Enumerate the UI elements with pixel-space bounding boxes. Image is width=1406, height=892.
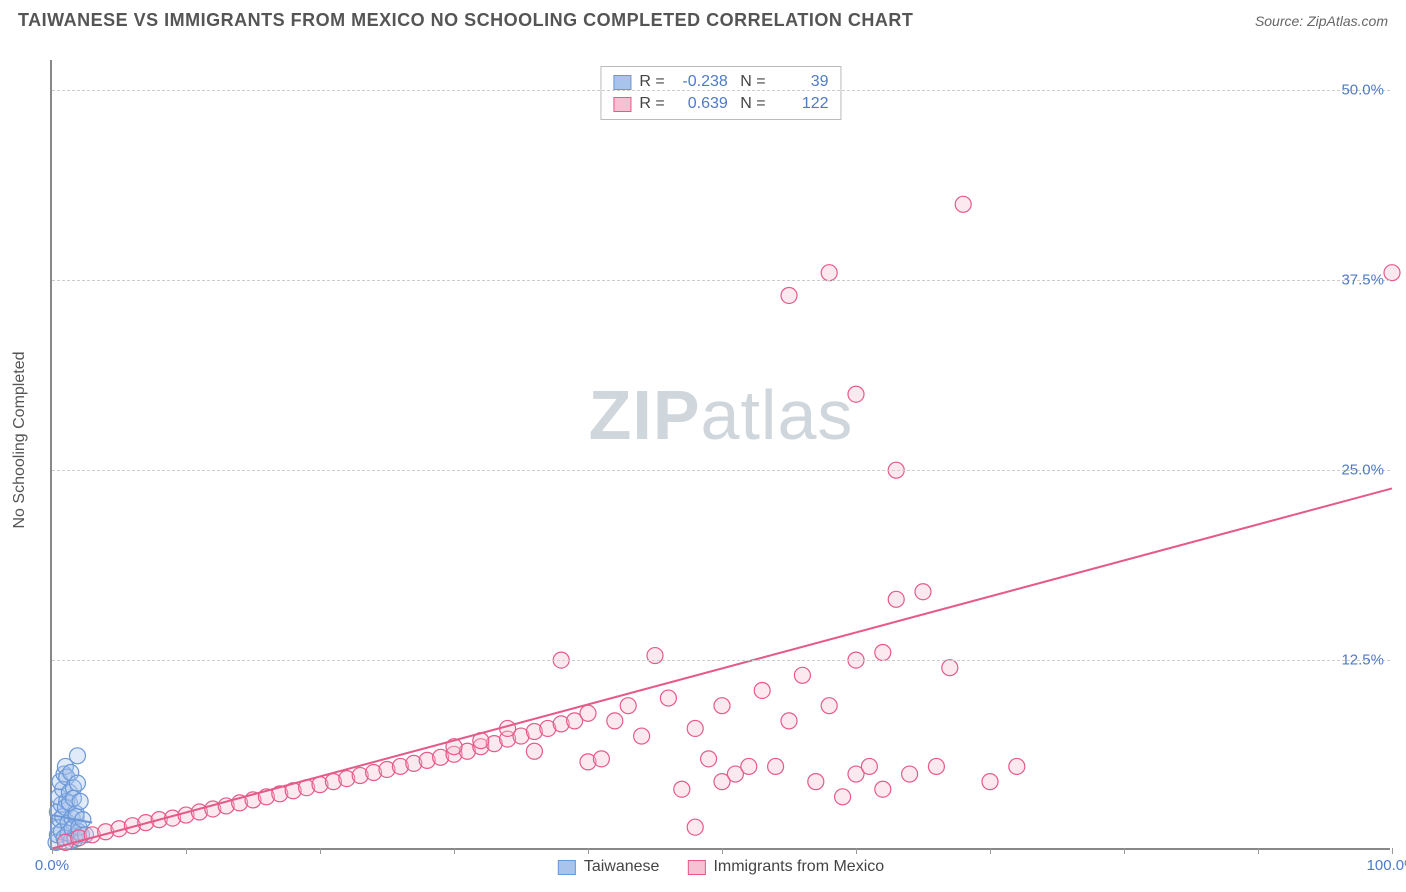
xtick-label: 0.0% [35, 857, 69, 874]
gridline-h [52, 470, 1390, 471]
data-point [580, 705, 596, 721]
data-point [687, 720, 703, 736]
data-point [915, 584, 931, 600]
data-point [821, 698, 837, 714]
data-point [1009, 758, 1025, 774]
data-point [835, 789, 851, 805]
ytick-label: 37.5% [1341, 272, 1384, 289]
xtick [186, 848, 187, 854]
chart-plot-area: ZIPatlas R =-0.238 N =39 R =0.639 N =122… [50, 60, 1390, 850]
data-point [607, 713, 623, 729]
data-point [821, 265, 837, 281]
data-point [620, 698, 636, 714]
data-point [848, 386, 864, 402]
data-point [714, 698, 730, 714]
trend-line [52, 488, 1392, 848]
data-point [674, 781, 690, 797]
data-point [982, 774, 998, 790]
scatter-svg [52, 60, 1390, 848]
data-point [781, 287, 797, 303]
xtick [52, 848, 53, 854]
legend-swatch-1 [687, 860, 705, 875]
data-point [875, 781, 891, 797]
data-point [768, 758, 784, 774]
xtick-label: 100.0% [1367, 857, 1406, 874]
data-point [754, 682, 770, 698]
stats-row-1: R =0.639 N =122 [613, 93, 828, 115]
swatch-mexico [613, 97, 631, 112]
y-axis-label: No Schooling Completed [11, 352, 29, 529]
data-point [634, 728, 650, 744]
data-point [888, 591, 904, 607]
data-point [902, 766, 918, 782]
data-point [647, 648, 663, 664]
data-point [861, 758, 877, 774]
legend-swatch-0 [558, 860, 576, 875]
gridline-h [52, 660, 1390, 661]
stats-box: R =-0.238 N =39 R =0.639 N =122 [600, 66, 841, 120]
legend-item-0: Taiwanese [558, 858, 660, 876]
data-point [593, 751, 609, 767]
data-point [794, 667, 810, 683]
data-point [72, 793, 88, 809]
xtick [856, 848, 857, 854]
xtick [1258, 848, 1259, 854]
xtick [1124, 848, 1125, 854]
gridline-h [52, 90, 1390, 91]
data-point [660, 690, 676, 706]
chart-source: Source: ZipAtlas.com [1255, 13, 1388, 29]
data-point [875, 645, 891, 661]
xtick [990, 848, 991, 854]
data-point [69, 775, 85, 791]
data-point [955, 196, 971, 212]
data-point [808, 774, 824, 790]
legend: Taiwanese Immigrants from Mexico [558, 858, 884, 876]
data-point [526, 743, 542, 759]
xtick [454, 848, 455, 854]
data-point [701, 751, 717, 767]
chart-title: TAIWANESE VS IMMIGRANTS FROM MEXICO NO S… [18, 10, 913, 31]
ytick-label: 25.0% [1341, 462, 1384, 479]
data-point [687, 819, 703, 835]
xtick [722, 848, 723, 854]
data-point [741, 758, 757, 774]
legend-item-1: Immigrants from Mexico [687, 858, 884, 876]
xtick [320, 848, 321, 854]
ytick-label: 12.5% [1341, 652, 1384, 669]
data-point [781, 713, 797, 729]
gridline-h [52, 280, 1390, 281]
swatch-taiwanese [613, 75, 631, 90]
ytick-label: 50.0% [1341, 82, 1384, 99]
xtick [1392, 848, 1393, 854]
data-point [69, 748, 85, 764]
data-point [942, 660, 958, 676]
data-point [1384, 265, 1400, 281]
data-point [928, 758, 944, 774]
xtick [588, 848, 589, 854]
